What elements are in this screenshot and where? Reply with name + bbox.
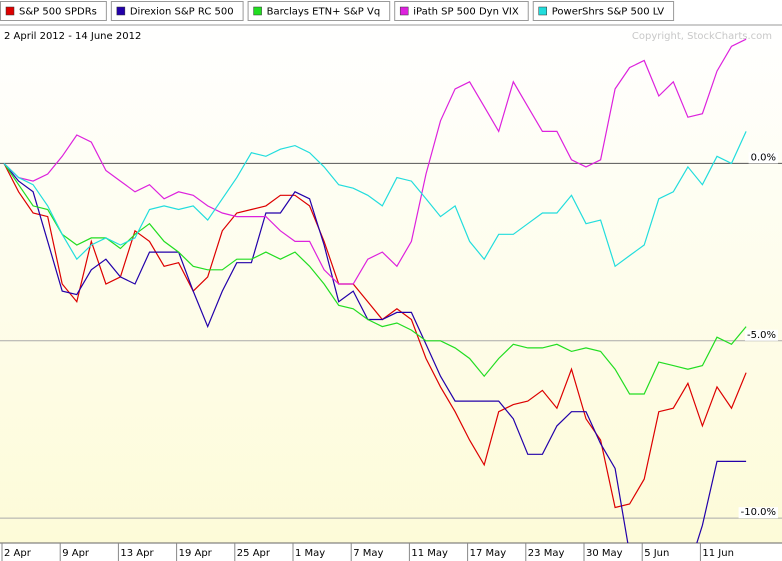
x-tick-label: 7 May xyxy=(353,548,383,559)
y-tick-label-bg xyxy=(744,329,778,341)
x-tick-label: 5 Jun xyxy=(644,548,669,559)
y-tick-label-bg xyxy=(738,507,778,519)
legend-item xyxy=(0,1,107,21)
x-tick-label: 23 May xyxy=(528,548,565,559)
legend-item xyxy=(532,1,675,21)
legend-swatch xyxy=(253,6,262,16)
series-line xyxy=(3,38,747,285)
x-tick-label: 17 May xyxy=(470,548,507,559)
legend-swatch xyxy=(5,6,15,16)
watermark: Copyright, StockCharts.com xyxy=(632,31,772,42)
legend-item xyxy=(247,1,391,21)
legend-label: S&P 500 SPDRs xyxy=(19,7,97,18)
x-tick-label: 25 Apr xyxy=(237,548,271,559)
x-tick-label: 1 May xyxy=(295,548,325,559)
series-line xyxy=(3,163,747,509)
legend-item xyxy=(394,1,529,21)
x-tick-label: 11 Jun xyxy=(702,548,734,559)
legend-label: iPath SP 500 Dyn VIX xyxy=(413,7,519,18)
legend-label: Direxion S&P RC 500 xyxy=(130,7,234,18)
y-tick-label: -10.0% xyxy=(741,507,776,518)
x-tick-label: 13 Apr xyxy=(120,548,154,559)
x-tick-label: 30 May xyxy=(586,548,623,559)
x-tick-label: 19 Apr xyxy=(179,548,213,559)
legend-label: Barclays ETN+ S&P Vq xyxy=(267,7,381,18)
legend-item xyxy=(110,1,244,21)
legend-swatch xyxy=(399,6,409,16)
x-tick-label: 2 Apr xyxy=(4,548,32,559)
series-lines xyxy=(3,38,747,543)
x-axis-strip xyxy=(0,543,782,561)
series-line xyxy=(3,131,747,268)
y-tick-label: 0.0% xyxy=(751,152,776,163)
legend-swatch xyxy=(538,6,547,16)
plot-background xyxy=(0,25,782,543)
y-tick-label: -5.0% xyxy=(747,330,776,341)
x-tick-label: 9 Apr xyxy=(62,548,90,559)
legend-swatch xyxy=(116,6,126,16)
legend-label: PowerShrs S&P 500 LV xyxy=(552,7,665,18)
subtitle: 2 April 2012 - 14 June 2012 xyxy=(4,31,141,42)
x-tick-label: 11 May xyxy=(411,548,448,559)
y-tick-label-bg xyxy=(748,152,778,164)
series-line xyxy=(3,163,747,543)
